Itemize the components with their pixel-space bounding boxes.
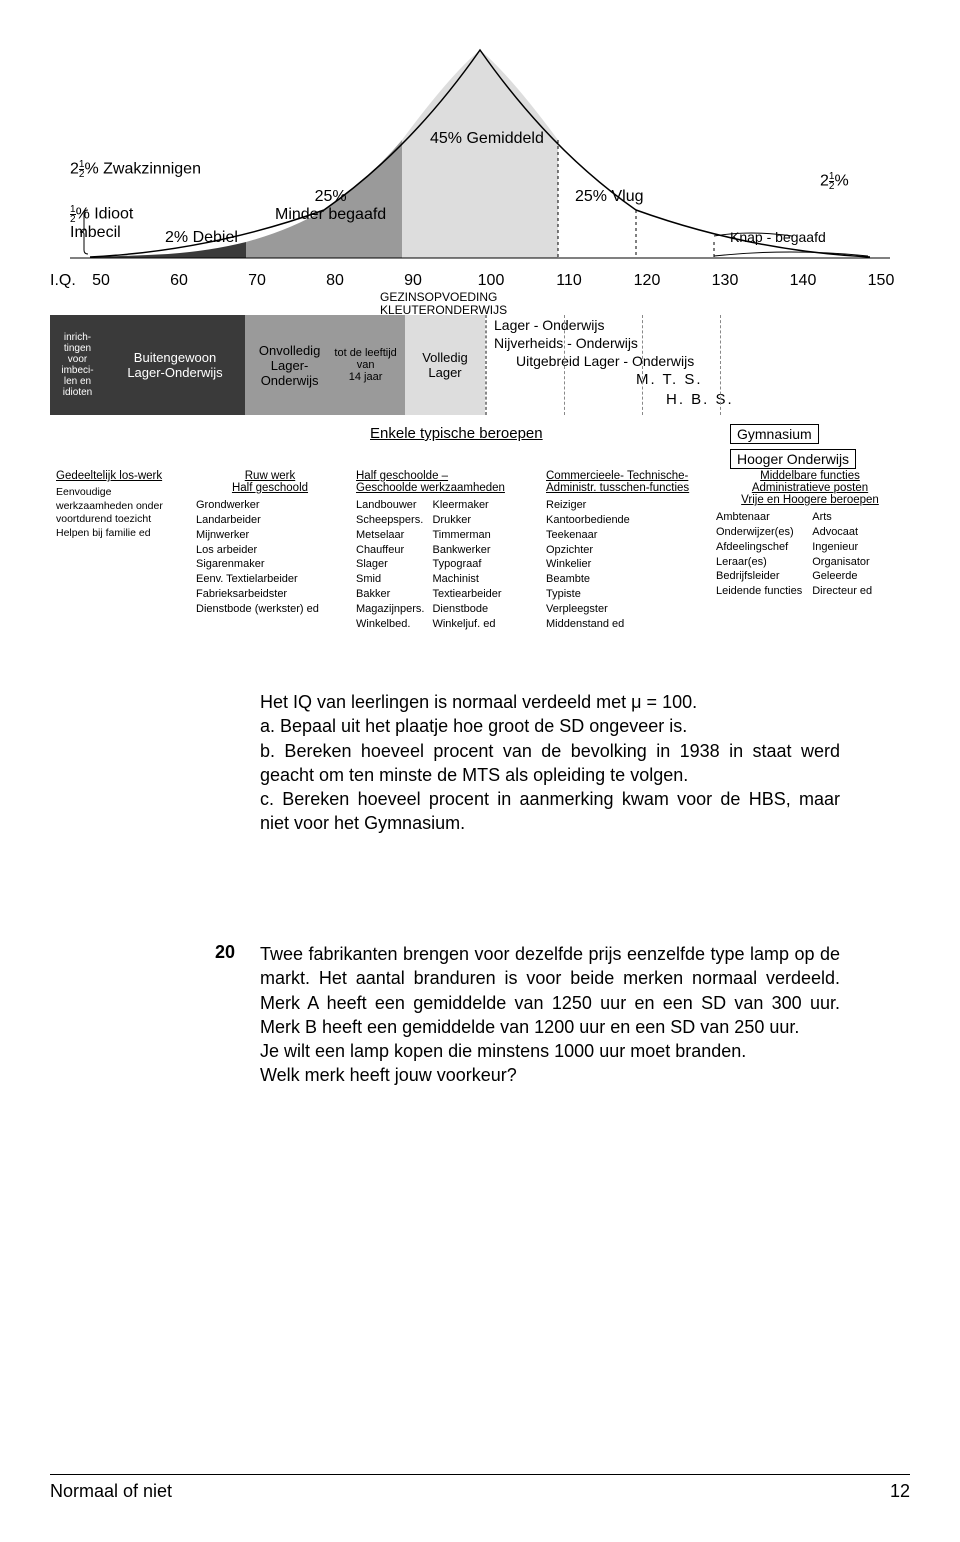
tick: 60 [140, 272, 218, 290]
enkele-beroepen: Enkele typische beroepen [370, 425, 543, 442]
c3-l1: LandbouwerScheepspers.MetselaarChauffeur… [356, 498, 424, 632]
tick: 110 [530, 272, 608, 290]
subaxis-1: GEZINSOPVOEDING [380, 290, 497, 304]
c3-head: Half geschoolde –Geschoolde werkzaamhede… [356, 470, 534, 494]
tick: 90 [374, 272, 452, 290]
prof-c4: Commercieele- Technische-Administr. tuss… [540, 470, 710, 632]
label-vlug: 25% Vlug [575, 188, 644, 206]
tick: 150 [842, 272, 920, 290]
iq-axis: 50 60 70 80 90 100 110 120 130 140 150 [62, 272, 922, 290]
professions: Gedeeltelijk los-werk Eenvoudige werkzaa… [50, 470, 910, 632]
q-b: b. Bereken hoeveel procent van de bevolk… [260, 739, 840, 788]
q-c: c. Bereken hoeveel procent in aanmerking… [260, 787, 840, 836]
r4: M. T. S. [636, 371, 703, 388]
label-knap: Knap - begaafd [730, 229, 826, 245]
question-block: Het IQ van leerlingen is normaal verdeel… [260, 690, 840, 836]
c4-list: ReizigerKantoorbediendeTeekenaarOpzichte… [546, 498, 704, 632]
lager: Lager [428, 365, 461, 380]
prof-c1: Gedeeltelijk los-werk Eenvoudige werkzaa… [50, 470, 190, 632]
c5-l2: ArtsAdvocaatIngenieurOrganisatorGeleerde… [812, 510, 872, 599]
iq-diagram: 212% Zwakzinnigen 12% IdiootImbecil 2% D… [50, 30, 910, 640]
tick: 140 [764, 272, 842, 290]
r2: Nijverheids - Onderwijs [494, 335, 638, 351]
bar-onvolledig: OnvolledigLager-Onderwijstot de leeftijd… [245, 315, 405, 415]
c3-l2: KleermakerDrukkerTimmermanBankwerkerTypo… [432, 498, 501, 632]
bar-volledig: Volledig Lager [405, 315, 485, 415]
hooger-box: Hooger Onderwijs [730, 448, 856, 470]
c2-head: Ruw werkHalf geschoold [196, 470, 344, 494]
r3: Uitgebreid Lager - Onderwijs [516, 353, 694, 369]
tick: 100 [452, 272, 530, 290]
tick: 80 [296, 272, 374, 290]
q20-block: Twee fabrikanten brengen voor dezelfde p… [260, 942, 840, 1088]
q-a: a. Bepaal uit het plaatje hoe groot de S… [260, 714, 840, 738]
volledig: Volledig [422, 350, 468, 365]
tick: 130 [686, 272, 764, 290]
c1-sub: Eenvoudige werkzaamheden onder voortdure… [56, 486, 184, 541]
label-minder: 25%Minder begaafd [275, 188, 386, 224]
tick: 70 [218, 272, 296, 290]
r5: H. B. S. [666, 391, 734, 408]
q-intro: Het IQ van leerlingen is normaal verdeel… [260, 690, 840, 714]
c5-l1: AmbtenaarOnderwijzer(es)AfdeelingschefLe… [716, 510, 802, 599]
c1-head: Gedeeltelijk los-werk [56, 470, 184, 482]
bar-buitengewoon: BuitengewoonLager-Onderwijs [105, 315, 245, 415]
footer-right: 12 [890, 1481, 910, 1502]
label-idioot: 12% IdiootImbecil [70, 205, 170, 242]
q20-p2: Je wilt een lamp kopen die minstens 1000… [260, 1039, 840, 1063]
prof-c3: Half geschoolde –Geschoolde werkzaamhede… [350, 470, 540, 632]
prof-c5: Middelbare functiesAdministratieve poste… [710, 470, 910, 632]
c2-list: GrondwerkerLandarbeiderMijnwerkerLos arb… [196, 498, 344, 617]
bell-curve: 212% Zwakzinnigen 12% IdiootImbecil 2% D… [50, 30, 910, 260]
education-bars: inrich-tingenvoorimbeci-len enidioten Bu… [50, 315, 910, 415]
label-zwak: 212% Zwakzinnigen [70, 160, 201, 179]
tick: 120 [608, 272, 686, 290]
tick: 50 [62, 272, 140, 290]
q20-number: 20 [215, 942, 235, 963]
q20-p3: Welk merk heeft jouw voorkeur? [260, 1063, 840, 1087]
gymnasium-box: Gymnasium [730, 423, 819, 445]
page-footer: Normaal of niet 12 [50, 1474, 910, 1502]
r1: Lager - Onderwijs [494, 317, 605, 333]
label-top: 212% [820, 172, 849, 191]
label-gemiddeld: 45% Gemiddeld [430, 130, 544, 148]
c5-head: Middelbare functiesAdministratieve poste… [716, 470, 904, 506]
bar-inrichtingen: inrich-tingenvoorimbeci-len enidioten [50, 315, 105, 415]
prof-c2: Ruw werkHalf geschoold GrondwerkerLandar… [190, 470, 350, 632]
c4-head: Commercieele- Technische-Administr. tuss… [546, 470, 704, 494]
q20-p1: Twee fabrikanten brengen voor dezelfde p… [260, 942, 840, 1039]
bar-right: Lager - Onderwijs Nijverheids - Onderwij… [485, 315, 910, 415]
label-debiel: 2% Debiel [165, 229, 238, 247]
footer-left: Normaal of niet [50, 1481, 172, 1502]
